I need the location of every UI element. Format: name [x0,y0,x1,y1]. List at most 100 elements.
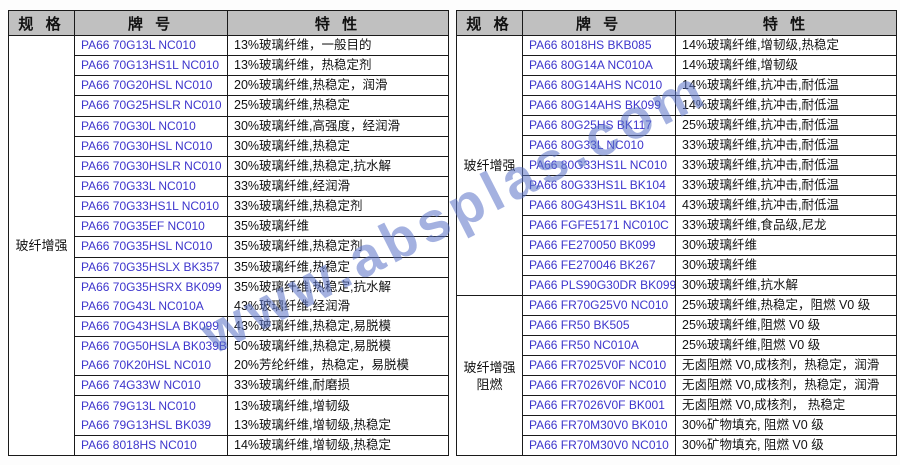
feature-cell: 30%玻璃纤维,热稳定 [227,135,449,157]
grade-cell: PA66 79G13L NC010 [74,395,228,417]
feature-cell: 13%玻璃纤维，一般目的 [227,34,449,57]
grade-cell: PA66 74G33W NC010 [74,375,228,397]
feature-cell: 无卤阻燃 V0,成核剂， 热稳定 [675,395,897,416]
right-col-header-feature: 特 性 [675,10,897,36]
grade-cell: PA66 FE270050 BK099 [522,235,676,256]
table-row: PA66 70G35HSL NC010 35%玻璃纤维,热稳定剂 [9,236,449,258]
grade-cell: PA66 80G14AHS BK099 [522,95,676,116]
feature-cell: 43%玻璃纤维,经润滑 [227,296,449,317]
grade-cell: PA66 80G33HS1L BK104 [522,175,676,196]
table-row: PA66 74G33W NC010 33%玻璃纤维,耐磨损 [9,375,449,397]
table-row: PA66 70G43HSLA BK099 43%玻璃纤维,热稳定,易脱模 [9,315,449,338]
grade-cell: PA66 70G33L NC010 [74,175,228,198]
grade-cell: PA66 70G33HS1L NC010 [74,196,228,218]
table-row: PA66 PLS90G30DR BK099 30%玻璃纤维,抗水解 [457,275,897,296]
table-row: PA66 79G13HSL BK039 13%玻璃纤维,增韧级,热稳定 [9,415,449,436]
table-row: PA66 FGFE5171 NC010C 33%玻璃纤维,食品级,尼龙 [457,215,897,236]
feature-cell: 33%玻璃纤维,热稳定剂 [227,196,449,218]
grade-cell: PA66 70G43HSLA BK099 [74,315,228,338]
table-row: PA66 70G35HSLX BK357 35%玻璃纤维,热稳定 [9,256,449,278]
table-row: PA66 FR7025V0F NC010 无卤阻燃 V0,成核剂，热稳定，润滑 [457,355,897,376]
table-row: PA66 70G13HS1L NC010 13%玻璃纤维，热稳定剂 [9,55,449,77]
grade-cell: PA66 FR70M30V0 NC010 [522,435,676,456]
spec-group-label: 玻纤增强 [8,35,75,456]
grade-cell: PA66 79G13HSL BK039 [74,415,228,436]
table-row: PA66 70G43L NC010A 43%玻璃纤维,经润滑 [9,296,449,317]
feature-cell: 35%玻璃纤维,热稳定剂 [227,236,449,258]
right-col-header-grade: 牌 号 [522,10,676,36]
table-row: PA66 70G25HSLR NC010 25%玻璃纤维,热稳定 [9,95,449,117]
table-row: PA66 70G33L NC010 33%玻璃纤维,经润滑 [9,175,449,198]
feature-cell: 33%玻璃纤维,抗冲击,耐低温 [675,135,897,156]
feature-cell: 30%矿物填充, 阻燃 V0 级 [675,415,897,436]
table-row: PA66 70G20HSL NC010 20%玻璃纤维,热稳定，润滑 [9,75,449,97]
grade-cell: PA66 80G33HS1L NC010 [522,155,676,176]
grade-cell: PA66 80G43HS1L BK104 [522,195,676,216]
table-row: PA66 FR50 BK505 25%玻璃纤维,阻燃 V0 级 [457,315,897,336]
table-row: PA66 80G14A NC010A 14%玻璃纤维,增韧级 [457,55,897,76]
left-table-header-row: 规 格 牌 号 特 性 [8,10,449,36]
feature-cell: 13%玻璃纤维,增韧级,热稳定 [227,415,449,436]
left-col-header-grade: 牌 号 [74,10,228,36]
grade-cell: PA66 FR7026V0F NC010 [522,375,676,396]
grade-cell: PA66 FGFE5171 NC010C [522,215,676,236]
grade-cell: PA66 PLS90G30DR BK099 [522,275,676,296]
table-row: PA66 FE270050 BK099 30%玻璃纤维 [457,235,897,256]
grade-cell: PA66 70G13L NC010 [74,34,228,57]
grade-cell: PA66 70G30L NC010 [74,115,228,137]
feature-cell: 33%玻璃纤维,耐磨损 [227,375,449,397]
table-row: 玻纤增强 PA66 70G13L NC010 13%玻璃纤维，一般目的 [8,34,449,456]
feature-cell: 无卤阻燃 V0,成核剂，热稳定，润滑 [675,375,897,396]
feature-cell: 20%玻璃纤维,热稳定，润滑 [227,75,449,97]
grade-cell: PA66 FR50 NC010A [522,335,676,356]
grade-cell: PA66 70G20HSL NC010 [74,75,228,97]
grade-cell: PA66 80G14AHS NC010 [522,75,676,96]
right-table-header-row: 规 格 牌 号 特 性 [456,10,897,36]
grade-cell: PA66 FR50 BK505 [522,315,676,336]
feature-cell: 35%玻璃纤维,热稳定,抗水解 [227,276,449,298]
feature-cell: 33%玻璃纤维,经润滑 [227,175,449,198]
left-col-header-spec: 规 格 [8,10,75,36]
table-row: PA66 FE270046 BK267 30%玻璃纤维 [457,255,897,276]
grade-cell: PA66 70G30HSLR NC010 [74,155,228,177]
tables-container: 规 格 牌 号 特 性 玻纤增强 PA66 70G13L NC010 13%玻璃纤维… [8,10,897,457]
feature-cell: 25%玻璃纤维,抗冲击,耐低温 [675,115,897,136]
table-row: PA66 70G30HSL NC010 30%玻璃纤维,热稳定 [9,135,449,157]
grade-cell: PA66 FR7025V0F NC010 [522,355,676,376]
table-row: PA66 70G35HSRX BK099 35%玻璃纤维,热稳定,抗水解 [9,276,449,298]
table-row: PA66 70G33HS1L NC010 33%玻璃纤维,热稳定剂 [9,196,449,218]
feature-cell: 30%玻璃纤维,抗水解 [675,275,897,296]
grade-cell: PA66 70G13HS1L NC010 [74,55,228,77]
feature-cell: 43%玻璃纤维,抗冲击,耐低温 [675,195,897,216]
table-row: PA66 80G43HS1L BK104 43%玻璃纤维,抗冲击,耐低温 [457,195,897,216]
feature-cell: 14%玻璃纤维,抗冲击,耐低温 [675,75,897,96]
grade-cell: PA66 70G50HSLA BK039B [74,336,228,357]
grade-cell: PA66 80G14A NC010A [522,55,676,76]
table-row: PA66 80G14AHS NC010 14%玻璃纤维,抗冲击,耐低温 [457,75,897,96]
grade-cell: PA66 8018HS BKB085 [522,35,676,56]
feature-cell: 14%玻璃纤维,增韧级 [675,55,897,76]
grade-cell: PA66 70G35HSL NC010 [74,236,228,258]
feature-cell: 25%玻璃纤维,阻燃 V0 级 [675,315,897,336]
grade-cell: PA66 70G30HSL NC010 [74,135,228,157]
grade-cell: PA66 70G35HSLX BK357 [74,256,228,278]
left-col-header-feature: 特 性 [227,10,449,36]
feature-cell: 30%矿物填充, 阻燃 V0 级 [675,435,897,456]
table-row: PA66 FR70M30V0 BK010 30%矿物填充, 阻燃 V0 级 [457,415,897,436]
table-row: PA66 80G33HS1L BK104 33%玻璃纤维,抗冲击,耐低温 [457,175,897,196]
table-row: PA66 70G30L NC010 30%玻璃纤维,高强度，经润滑 [9,115,449,137]
feature-cell: 无卤阻燃 V0,成核剂，热稳定，润滑 [675,355,897,376]
table-row: PA66 80G14AHS BK099 14%玻璃纤维,抗冲击,耐低温 [457,95,897,116]
feature-cell: 13%玻璃纤维,增韧级 [227,395,449,417]
feature-cell: 14%玻璃纤维,增韧级,热稳定 [227,434,449,457]
right-col-header-spec: 规 格 [456,10,523,36]
spec-group-label: 玻纤增强 阻燃 [456,295,523,456]
feature-cell: 14%玻璃纤维,增韧级,热稳定 [675,35,897,56]
feature-cell: 25%玻璃纤维,热稳定 [227,95,449,117]
table-row: PA66 80G33HS1L NC010 33%玻璃纤维,抗冲击,耐低温 [457,155,897,176]
table-row: PA66 80G25HS BK117 25%玻璃纤维,抗冲击,耐低温 [457,115,897,136]
table-row: PA66 FR7026V0F NC010 无卤阻燃 V0,成核剂，热稳定，润滑 [457,375,897,396]
feature-cell: 50%玻璃纤维,热稳定,易脱模 [227,336,449,357]
feature-cell: 14%玻璃纤维,抗冲击,耐低温 [675,95,897,116]
table-row: PA66 70K20HSL NC010 20%芳纶纤维，热稳定，易脱模 [9,356,449,377]
